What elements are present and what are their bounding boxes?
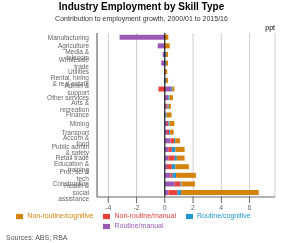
svg-text:Mining: Mining — [70, 120, 90, 128]
svg-text:Manufacturing: Manufacturing — [48, 34, 90, 42]
svg-text:2: 2 — [191, 204, 195, 211]
svg-text:4: 4 — [219, 204, 223, 211]
svg-text:Health &socialassistance: Health &socialassistance — [58, 182, 89, 202]
svg-text:-2: -2 — [133, 204, 139, 211]
svg-text:-4: -4 — [105, 204, 111, 211]
svg-text:0: 0 — [163, 204, 167, 211]
svg-text:6: 6 — [248, 204, 252, 211]
svg-text:Finance: Finance — [66, 111, 90, 118]
